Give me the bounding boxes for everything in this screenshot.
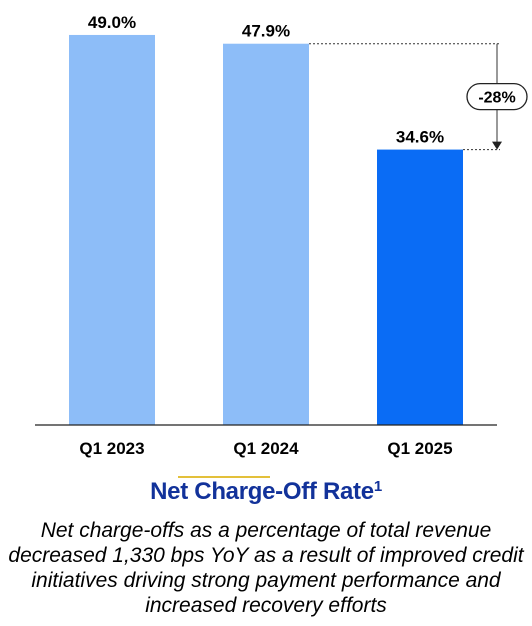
category-label: Q1 2023 [79,439,144,458]
change-pill [466,83,528,111]
chart-title: Net Charge-Off Rate1 [150,478,382,505]
value-label: 49.0% [88,13,136,32]
title-accent-line [178,476,270,478]
category-label: Q1 2024 [233,439,299,458]
bars-layer [69,34,463,426]
change-label: -28% [478,90,515,107]
bar-q1-2025 [377,149,463,426]
footnote-marker: 1 [373,478,382,495]
down-arrow-icon [492,141,502,150]
chart-title-wrap: Net Charge-Off Rate1 [0,478,532,506]
bar-q1-2024 [223,43,309,425]
bar-chart: 49.0% 47.9% 34.6% Q1 2023 Q1 2024 Q1 2025 -2… [35,13,528,458]
chart-caption: Net charge-offs as a percentage of total… [8,519,524,617]
chart-title-text: Net Charge-Off Rate [150,478,374,505]
change-annotation: -28% [309,43,528,151]
value-label: 47.9% [242,22,290,41]
category-label: Q1 2025 [387,439,452,458]
value-label: 34.6% [396,128,444,147]
value-labels-layer: 49.0% 47.9% 34.6% [88,13,444,147]
bar-q1-2023 [69,34,155,426]
category-labels-layer: Q1 2023 Q1 2024 Q1 2025 [79,439,452,458]
